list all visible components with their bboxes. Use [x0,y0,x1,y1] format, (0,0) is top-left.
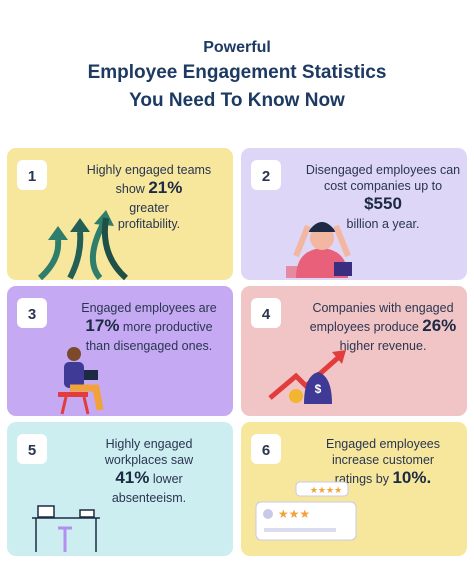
number-box [17,298,47,328]
stat-text: Companies with engaged [312,301,453,315]
card-background [7,286,233,416]
growth-arrows [37,210,129,281]
stat-line: employees produce 26% [310,316,457,335]
stat-text: billion a year. [347,217,420,231]
stat-line: $550 [364,194,402,213]
stat-line: 17% more productive [85,316,212,335]
card-background [241,286,467,416]
stat-text: absenteeism. [112,491,186,505]
stat-text: show [116,182,149,196]
stat-text: greater [129,201,169,215]
card-number: 4 [262,306,271,323]
svg-text:$: $ [315,382,322,396]
card-background [7,422,233,556]
number-box [17,160,47,190]
stat-text: increase customer [332,453,434,467]
stat-line: profitability. [118,217,180,231]
working-person [58,347,104,415]
svg-text:★★★★: ★★★★ [310,485,342,495]
stat-highlight: 10%. [392,468,431,487]
stat-text: higher revenue. [340,339,427,353]
title-line: Powerful [203,39,271,56]
stat-text: than disengaged ones. [86,339,213,353]
stat-line: absenteeism. [112,491,186,505]
card-number: 5 [28,442,36,459]
stat-line: greater [129,201,169,215]
stat-text: profitability. [118,217,180,231]
stat-line: Highly engaged [106,437,193,451]
stat-line: show 21% [116,178,183,197]
stat-line: workplaces saw [104,453,194,467]
stat-line: Companies with engaged [312,301,453,315]
stat-line: billion a year. [347,217,420,231]
stat-line: Highly engaged teams [87,163,211,177]
card-background [7,148,233,280]
stat-highlight: 26% [422,316,456,335]
stat-highlight: 41% [115,468,149,487]
card-number: 3 [28,306,36,323]
stat-line: Engaged employees [326,437,440,451]
stat-line: higher revenue. [340,339,427,353]
stat-text: more productive [119,320,212,334]
card-number: 6 [262,442,270,459]
number-box [17,434,47,464]
stat-text: Engaged employees are [81,301,217,315]
stat-line: ratings by 10%. [335,468,431,487]
stat-line: than disengaged ones. [86,339,213,353]
stat-highlight: 21% [148,178,182,197]
stat-text: Highly engaged [106,437,193,451]
stat-text: employees produce [310,320,423,334]
stat-text: workplaces saw [104,453,194,467]
number-box [251,160,281,190]
stat-highlight: $550 [364,194,402,213]
title-line: You Need To Know Now [129,90,345,111]
illustrations: $ ★★★★ ★★★ [32,210,357,552]
stat-text: Highly engaged teams [87,163,211,177]
stat-highlight: 17% [85,316,119,335]
header: Powerful Employee Engagement Statistics Yo… [88,39,387,111]
card-number: 2 [262,168,270,185]
stat-text: Disengaged employees can [306,163,460,177]
number-box [251,434,281,464]
stat-line: increase customer [332,453,434,467]
stat-line: Disengaged employees can [306,163,460,177]
stat-text: lower [149,472,182,486]
svg-text:★★★: ★★★ [278,507,310,521]
stat-line: 41% lower [115,468,182,487]
stressed-person [286,222,352,278]
number-box [251,298,281,328]
stat-line: cost companies up to [324,179,442,193]
card-number: 1 [28,168,36,185]
stat-text: ratings by [335,472,393,486]
revenue-art: $ [268,350,346,404]
title-line: Employee Engagement Statistics [88,62,387,83]
rating-cards: ★★★★ ★★★ [255,481,357,541]
stat-text: cost companies up to [324,179,442,193]
stat-line: Engaged employees are [81,301,217,315]
stat-text: Engaged employees [326,437,440,451]
stat-card: 2 Disengaged employees can cost companies … [241,148,467,280]
empty-desk [32,505,100,552]
